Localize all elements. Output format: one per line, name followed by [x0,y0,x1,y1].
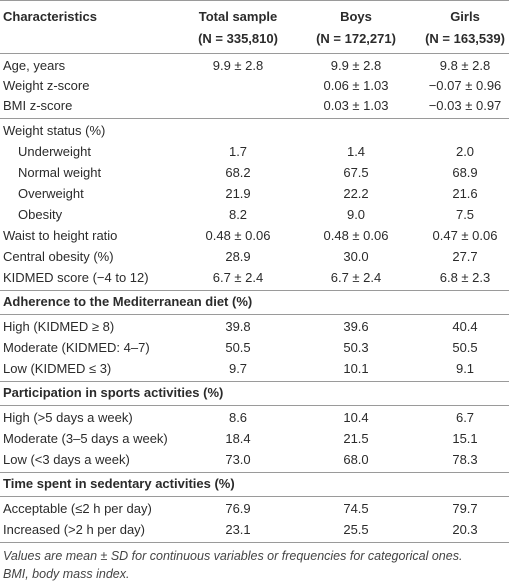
cell-value: 23.1 [225,521,251,537]
cell-value: 50.5 [452,339,478,355]
cell-value: 2.0 [455,143,475,159]
cell-value: 7.5 [455,206,475,222]
row-label: Low (<3 days a week) [3,451,130,467]
cell-value: 0.06 ± 1.03 [323,78,389,93]
rule [0,314,509,315]
cell-value: 21.5 [343,430,369,446]
cell-value: 21.6 [452,185,478,201]
footnote: Values are mean ± SD for continuous vari… [3,549,463,563]
rule [0,0,509,1]
cell-value: 18.4 [225,430,251,446]
cell-value: 79.7 [452,500,478,516]
column-header: Girls [450,9,480,24]
cell-value: 0.03 ± 1.03 [323,98,389,113]
cell-value: 0.48 ± 0.06 [205,227,271,243]
cell-value: 21.9 [225,185,251,201]
column-subheader: (N = 335,810) [198,31,278,46]
rule [0,405,509,406]
column-subheader: (N = 163,539) [425,31,505,46]
column-header: Characteristics [3,9,97,24]
cell-value: 22.2 [343,185,369,201]
rule [0,53,509,54]
row-label: Normal weight [18,164,102,180]
cell-value: 9.0 [346,206,366,222]
row-label: High (KIDMED ≥ 8) [3,318,115,334]
row-label: Moderate (3–5 days a week) [3,430,168,446]
section-heading: Participation in sports activities (%) [3,385,224,400]
cell-value: −0.03 ± 0.97 [428,98,502,113]
rule [0,290,509,291]
rule [0,472,509,473]
row-label: Waist to height ratio [3,227,118,243]
row-label: High (>5 days a week) [3,409,133,425]
cell-value: 20.3 [452,521,478,537]
row-label: Weight status (%) [3,122,106,138]
row-label: BMI z-score [3,98,73,113]
cell-value: 0.48 ± 0.06 [323,227,389,243]
cell-value: 68.2 [225,164,251,180]
cell-value: 6.8 ± 2.3 [439,269,491,285]
cell-value: 40.4 [452,318,478,334]
cell-value: 50.3 [343,339,369,355]
cell-value: 74.5 [343,500,369,516]
rule [0,496,509,497]
column-subheader: (N = 172,271) [316,31,396,46]
column-header: Total sample [198,9,278,24]
cell-value: 9.9 ± 2.8 [212,58,264,73]
cell-value: 8.6 [228,409,248,425]
cell-value: 1.4 [346,143,366,159]
cell-value: 76.9 [225,500,251,516]
cell-value: 67.5 [343,164,369,180]
cell-value: 39.6 [343,318,369,334]
cell-value: 9.8 ± 2.8 [439,58,491,73]
rule [0,118,509,119]
cell-value: 68.9 [452,164,478,180]
cell-value: 10.4 [343,409,369,425]
column-header: Boys [340,9,372,24]
row-label: Moderate (KIDMED: 4–7) [3,339,150,355]
cell-value: 30.0 [343,248,369,264]
cell-value: 15.1 [452,430,478,446]
footnote: BMI, body mass index. [3,567,130,581]
cell-value: 9.7 [228,360,248,376]
cell-value: 6.7 ± 2.4 [330,269,382,285]
row-label: KIDMED score (−4 to 12) [3,269,149,285]
row-label: Acceptable (≤2 h per day) [3,500,152,516]
row-label: Overweight [18,185,84,201]
cell-value: 50.5 [225,339,251,355]
row-label: Weight z-score [3,78,90,93]
row-label: Low (KIDMED ≤ 3) [3,360,112,376]
cell-value: 9.1 [455,360,475,376]
row-label: Increased (>2 h per day) [3,521,145,537]
cell-value: 10.1 [343,360,369,376]
cell-value: 6.7 [455,409,475,425]
cell-value: 1.7 [228,143,248,159]
row-label: Age, years [3,58,66,73]
cell-value: 78.3 [452,451,478,467]
cell-value: 25.5 [343,521,369,537]
cell-value: 73.0 [225,451,251,467]
row-label: Underweight [18,143,91,159]
cell-value: 6.7 ± 2.4 [212,269,264,285]
cell-value: −0.07 ± 0.96 [428,78,502,93]
section-heading: Adherence to the Mediterranean diet (%) [3,294,253,309]
cell-value: 0.47 ± 0.06 [432,227,498,243]
section-heading: Time spent in sedentary activities (%) [3,476,235,491]
cell-value: 27.7 [452,248,478,264]
cell-value: 8.2 [228,206,248,222]
rule [0,542,509,543]
cell-value: 9.9 ± 2.8 [330,58,382,73]
row-label: Obesity [18,206,63,222]
rule [0,381,509,382]
cell-value: 68.0 [343,451,369,467]
cell-value: 39.8 [225,318,251,334]
cell-value: 28.9 [225,248,251,264]
row-label: Central obesity (%) [3,248,114,264]
